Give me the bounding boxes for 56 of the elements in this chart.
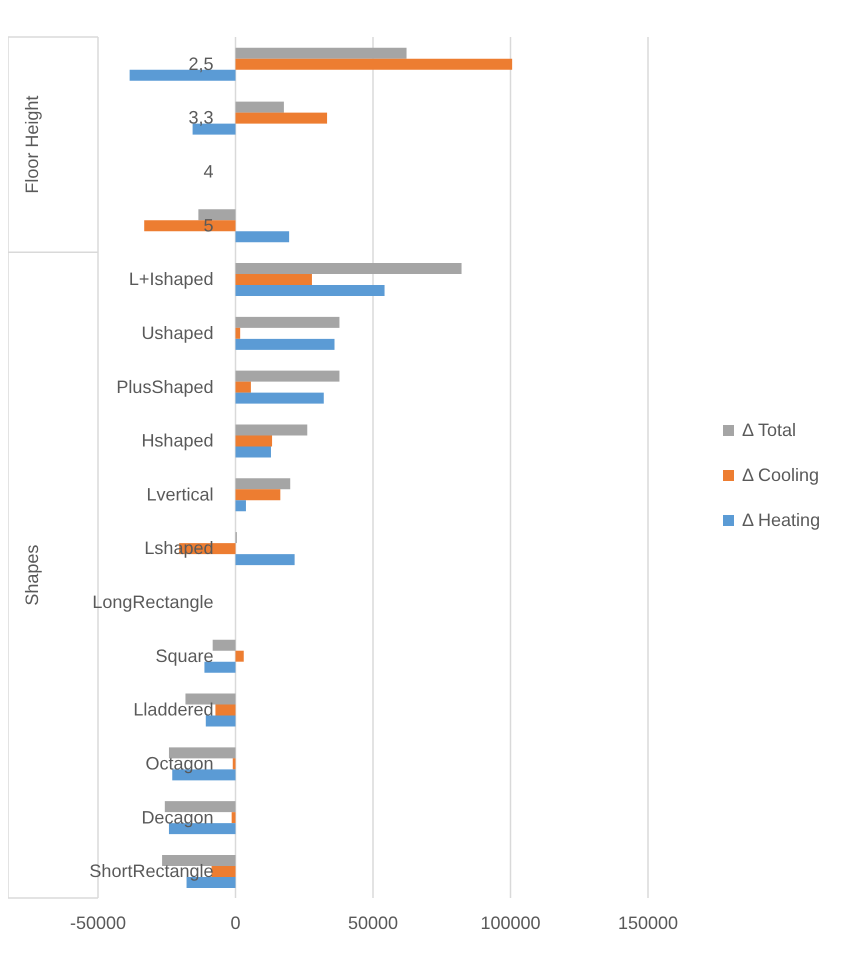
y-tick-label: L+Ishaped: [128, 269, 214, 290]
y-tick-label: PlusShaped: [116, 376, 214, 397]
bar: [212, 866, 236, 877]
bar: [236, 478, 290, 490]
bar: [236, 58, 512, 70]
bar: [236, 231, 290, 242]
bar: [232, 758, 236, 770]
y-tick-label: LongRectangle: [92, 592, 214, 612]
x-tick-label: 0: [230, 912, 241, 933]
bar: [236, 102, 284, 113]
y-tick-label: Square: [155, 646, 214, 666]
legend-label: Δ Total: [742, 420, 796, 440]
legend-label: Δ Cooling: [742, 464, 820, 486]
bar: [236, 285, 385, 296]
bar: [236, 112, 328, 124]
bar: [236, 554, 295, 566]
x-tick-label: 150000: [618, 912, 678, 933]
bar: [236, 370, 340, 382]
bar: [215, 704, 236, 716]
bar: [236, 263, 462, 274]
bar: [164, 801, 236, 812]
x-tick-label: -50000: [70, 912, 126, 933]
y-tick-label: Octagon: [145, 753, 214, 774]
bar: [236, 392, 324, 404]
y-tick-label: Lvertical: [146, 484, 214, 504]
bar: [198, 209, 236, 220]
bar: [236, 316, 340, 328]
x-tick-label: 100000: [480, 912, 541, 933]
bar: [232, 812, 236, 824]
bar: [236, 500, 246, 512]
bar: [236, 435, 272, 446]
bar: [144, 220, 236, 232]
text: Shapes: [22, 544, 42, 606]
y-tick-label: Decagon: [141, 807, 214, 828]
text: Floor Height: [22, 96, 42, 194]
y-tick-label: Ushaped: [141, 322, 214, 343]
bar: [236, 338, 334, 350]
bar: [168, 747, 236, 758]
bar: [236, 489, 280, 500]
bar: [236, 328, 240, 339]
bar: [236, 424, 308, 436]
x-tick-label: 50000: [348, 912, 398, 933]
bar: [236, 382, 251, 393]
y-tick-label: 5: [203, 215, 214, 236]
bar: [236, 48, 407, 59]
bar: [206, 716, 236, 727]
bar: [236, 446, 271, 458]
bar: [236, 274, 312, 286]
y-tick-label: 3,3: [188, 108, 214, 128]
bar: [212, 640, 236, 651]
y-tick-label: 2,5: [188, 54, 214, 74]
y-tick-label: 4: [203, 162, 214, 182]
y-tick-label: Lladdered: [133, 700, 214, 720]
bar: [236, 650, 244, 662]
legend-label: Δ Heating: [742, 510, 820, 530]
y-tick-label: Hshaped: [141, 430, 214, 451]
